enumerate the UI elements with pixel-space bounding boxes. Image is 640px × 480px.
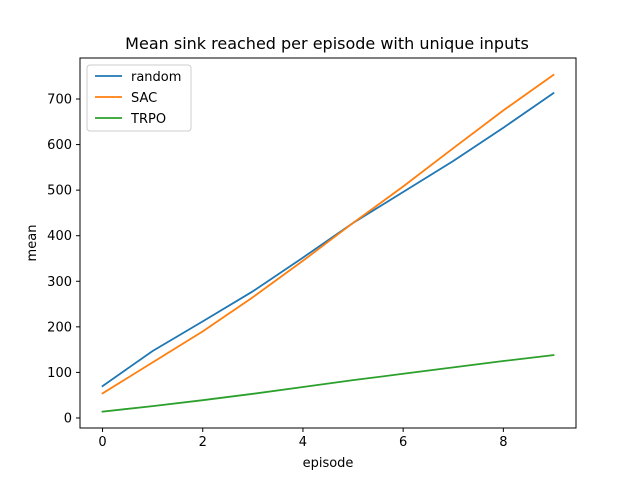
legend-box — [86, 64, 192, 132]
x-tick-label: 0 — [98, 435, 106, 450]
y-axis-ticks: 0 100 200 300 400 500 600 700 — [47, 93, 80, 426]
y-tick-label: 700 — [47, 93, 72, 108]
plot-frame — [79, 57, 577, 429]
legend: random SAC TRPO — [86, 64, 192, 132]
legend-label-sac: SAC — [131, 91, 157, 106]
x-tick-label: 6 — [399, 435, 407, 450]
legend-label-random: random — [131, 70, 181, 85]
legend-items: random SAC TRPO — [95, 70, 181, 127]
y-tick-label: 500 — [47, 184, 72, 199]
x-tick-label: 2 — [199, 435, 207, 450]
y-tick-label: 0 — [64, 411, 72, 426]
y-axis-label: mean — [25, 225, 40, 262]
series-line-sac — [101, 73, 555, 395]
x-axis-label: episode — [303, 456, 354, 471]
x-tick-label: 8 — [499, 435, 507, 450]
y-tick-label: 400 — [47, 229, 72, 244]
plot-lines — [101, 73, 555, 413]
y-tick-label: 600 — [47, 138, 72, 153]
y-tick-label: 100 — [47, 366, 72, 381]
y-tick-label: 300 — [47, 275, 72, 290]
x-tick-label: 4 — [299, 435, 307, 450]
chart-title: Mean sink reached per episode with uniqu… — [125, 34, 529, 53]
series-line-trpo — [101, 354, 555, 413]
y-tick-label: 200 — [47, 320, 72, 335]
legend-label-trpo: TRPO — [130, 112, 166, 127]
series-line-random — [101, 91, 555, 388]
x-axis-ticks: 0 2 4 6 8 — [98, 428, 507, 450]
